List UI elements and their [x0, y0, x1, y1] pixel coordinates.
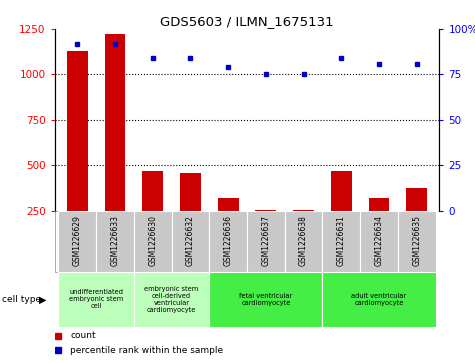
Text: GSM1226635: GSM1226635 [412, 216, 421, 266]
Bar [398, 211, 436, 272]
Bar [293, 209, 314, 256]
Bar [58, 272, 134, 327]
Text: count: count [70, 331, 95, 340]
Bar [142, 171, 163, 256]
Bar [67, 51, 87, 256]
Bar [256, 209, 276, 256]
Text: GSM1226632: GSM1226632 [186, 216, 195, 266]
Bar [180, 174, 201, 256]
Text: GSM1226631: GSM1226631 [337, 216, 346, 266]
Bar [407, 188, 427, 256]
Bar [134, 211, 171, 272]
Text: adult ventricular
cardiomyocyte: adult ventricular cardiomyocyte [352, 293, 407, 306]
Title: GDS5603 / ILMN_1675131: GDS5603 / ILMN_1675131 [160, 15, 334, 28]
Text: percentile rank within the sample: percentile rank within the sample [70, 346, 223, 355]
Bar [323, 211, 360, 272]
Text: GSM1226637: GSM1226637 [261, 216, 270, 266]
Text: GSM1226638: GSM1226638 [299, 216, 308, 266]
Bar [369, 198, 390, 256]
Text: fetal ventricular
cardiomyocyte: fetal ventricular cardiomyocyte [239, 293, 293, 306]
Bar [331, 171, 352, 256]
Text: GSM1226629: GSM1226629 [73, 216, 82, 266]
Bar [171, 211, 209, 272]
Text: cell type: cell type [2, 295, 41, 304]
Bar [96, 211, 134, 272]
Text: GSM1226636: GSM1226636 [224, 216, 233, 266]
Bar [360, 211, 398, 272]
Text: undifferentiated
embryonic stem
cell: undifferentiated embryonic stem cell [69, 289, 123, 310]
Bar [285, 211, 323, 272]
Bar [209, 272, 323, 327]
Text: embryonic stem
cell-derived
ventricular
cardiomyocyte: embryonic stem cell-derived ventricular … [144, 286, 199, 313]
Bar [58, 211, 96, 272]
Bar [323, 272, 436, 327]
Text: GSM1226630: GSM1226630 [148, 216, 157, 266]
Bar [247, 211, 285, 272]
Text: GSM1226634: GSM1226634 [374, 216, 383, 266]
Bar [218, 198, 238, 256]
Text: ▶: ▶ [39, 294, 47, 305]
Text: GSM1226633: GSM1226633 [111, 216, 120, 266]
Bar [209, 211, 247, 272]
Bar [104, 34, 125, 256]
Bar [134, 272, 209, 327]
